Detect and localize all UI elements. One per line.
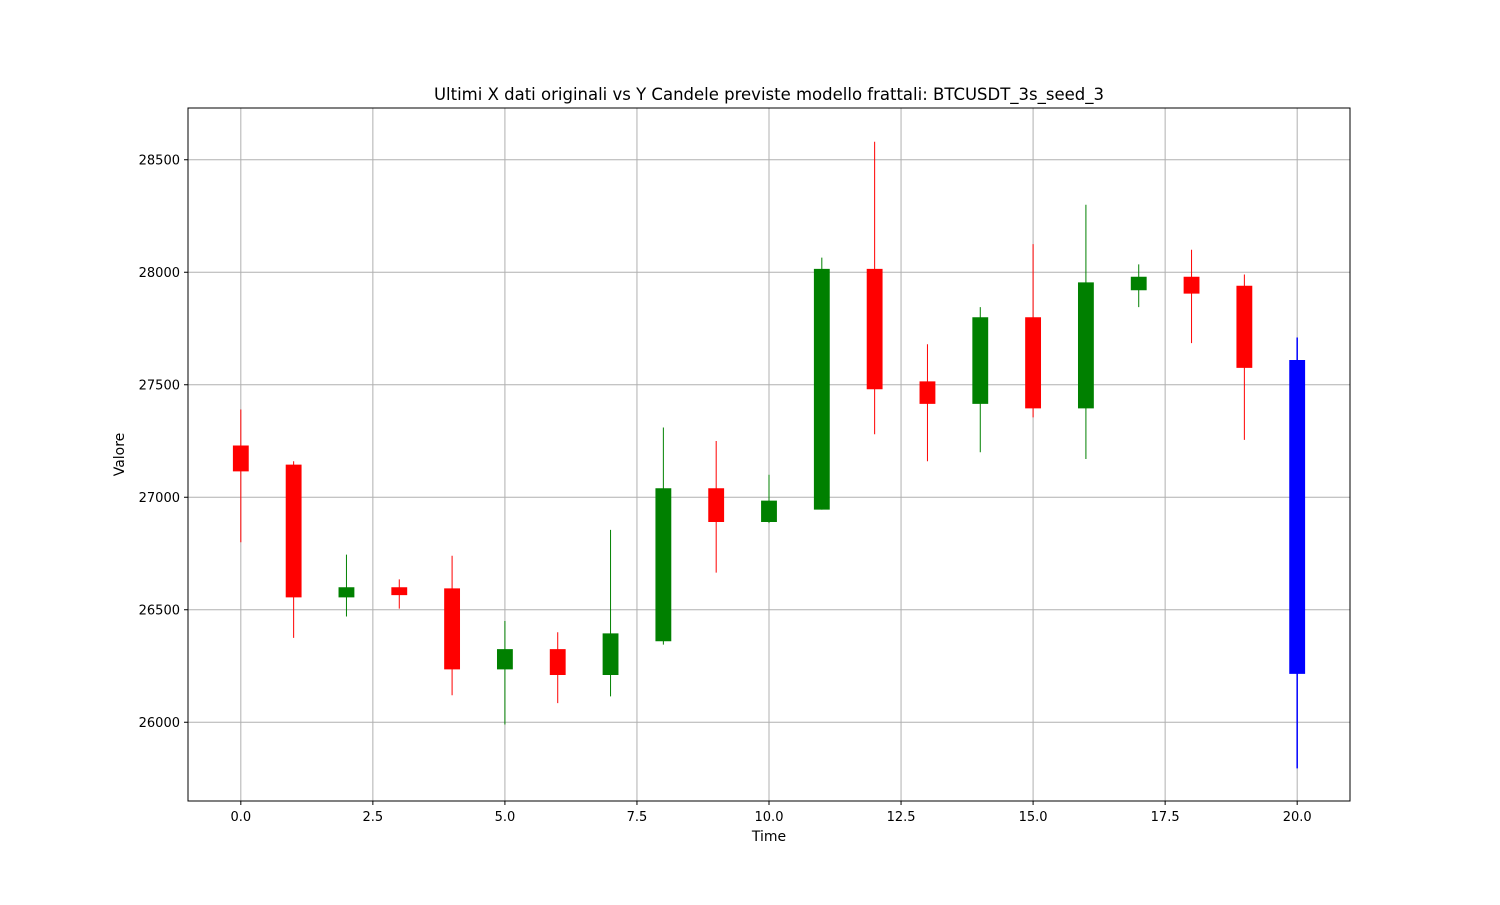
y-tick-label: 27000 [139,491,180,506]
y-tick-label: 28500 [139,153,180,168]
candle-predicted [1289,337,1306,769]
candle-body [1130,276,1147,291]
candle-body [496,649,513,670]
candle-down [708,441,725,573]
x-tick-label: 15.0 [1019,810,1048,825]
candle-body [1183,276,1200,294]
candle-up [972,307,989,453]
candle-down [444,555,461,696]
x-tick-label: 12.5 [887,810,916,825]
candle-down [285,461,302,638]
candle-body [602,633,619,675]
x-tick-label: 10.0 [755,810,784,825]
candle-body [866,268,883,390]
candle-body [232,445,249,472]
x-tick-label: 2.5 [363,810,384,825]
x-tick-label: 7.5 [627,810,648,825]
x-tick-label: 17.5 [1151,810,1180,825]
candle-up [761,474,777,524]
candle-body [919,381,936,404]
y-tick-label: 26000 [139,716,180,731]
candle-up [813,257,830,510]
candle-up [602,529,619,697]
candle-down [1183,249,1200,344]
candle-body [813,268,830,510]
y-tick-label: 27500 [139,378,180,393]
candle-body [708,488,725,522]
candle-body [549,649,566,675]
candle-down [1025,244,1042,418]
candle-down [232,409,249,543]
x-tick-label: 0.0 [230,810,251,825]
y-tick-label: 26500 [139,603,180,618]
chart-title: Ultimi X dati originali vs Y Candele pre… [434,85,1104,105]
candle-body [338,587,355,598]
candle-body [444,588,461,670]
candle-body [972,317,989,404]
candle-body [761,500,777,522]
candle-body [655,488,672,642]
candle-up [1130,264,1147,308]
candle-down [919,344,936,462]
candle-down [391,579,408,609]
candle-body [1289,360,1306,674]
candle-up [496,621,513,725]
candle-body [1077,282,1094,409]
y-axis-label: Valore [112,433,128,477]
candle-down [1236,274,1253,440]
candle-up [655,427,672,645]
y-axis-ticks: 26000 26500 27000 27500 28000 28500 [139,153,188,731]
candle-body [1025,317,1042,409]
candle-up [338,554,355,617]
candle-body [1236,285,1253,368]
x-tick-label: 5.0 [495,810,516,825]
candle-body [391,587,408,596]
candle-layer [232,141,1306,769]
candle-down [549,632,566,704]
grid-layer [188,108,1350,801]
x-axis-ticks: 0.0 2.5 5.0 7.5 10.0 12.5 15.0 17.5 20.0 [230,801,1312,825]
candle-down [866,141,883,435]
y-tick-label: 28000 [139,266,180,281]
candle-body [285,464,302,598]
x-axis-label: Time [751,829,786,845]
x-tick-label: 20.0 [1283,810,1312,825]
candle-up [1077,204,1094,459]
